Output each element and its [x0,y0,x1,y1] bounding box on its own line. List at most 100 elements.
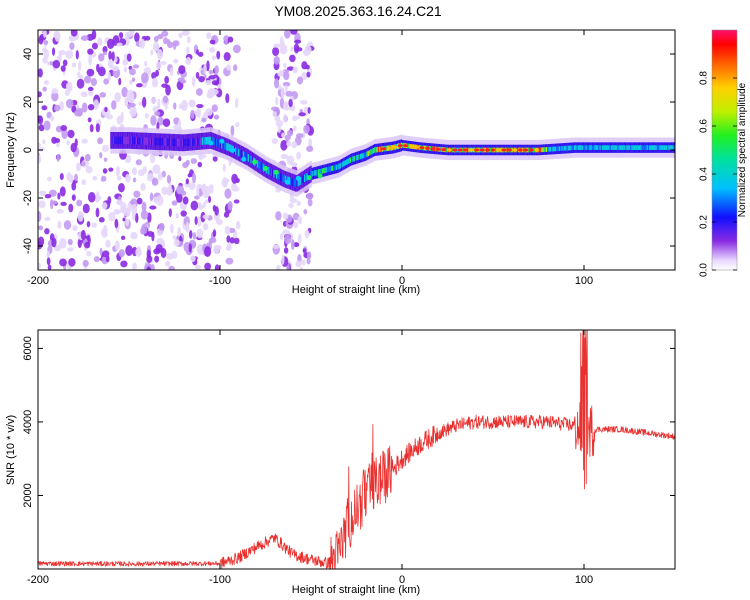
spectrogram-noise-blob [280,153,289,160]
spectrogram-noise-blob [208,75,216,80]
spectrogram-core [335,164,338,171]
spectrogram-core [575,145,577,150]
spectrogram-noise-blob [303,124,310,134]
spectrogram-noise-blob [173,239,180,247]
spectrogram-noise-blob [227,36,234,43]
spectrogram-core [221,140,223,149]
spectrogram-core [269,167,272,176]
colorbar: 0.0 0.2 0.4 0.6 0.8 Normalized spectral ampl… [699,29,748,277]
spectrogram-noise-blob [66,172,72,182]
spectrogram-noise-blob [225,64,232,71]
spectrogram-core [292,178,295,187]
spectrogram-noise-blob [111,100,117,110]
spectrogram-core [273,169,275,178]
spectrogram-noise-blob [283,101,289,109]
spectrogram-noise-blob [154,111,161,117]
spectrogram-noise-blob [124,97,129,107]
spectrogram-noise-blob [49,189,57,197]
spectrogram-peak [452,148,458,152]
snr-xtick-label: 100 [575,574,593,586]
spectrogram-noise-blob [72,225,78,232]
spectrogram-noise-blob [222,163,226,172]
spectrogram-core [543,147,546,153]
spectrogram-noise-blob [69,42,75,51]
spectrogram-noise-blob [66,140,70,146]
spectrogram-noise-blob [151,77,159,88]
spectrogram-core [320,168,323,175]
spectrogram-peak [528,148,534,152]
spectrogram-noise-blob [85,166,93,174]
spectrogram-core [557,146,560,152]
spectrogram-core [228,143,231,152]
spectrogram-noise-blob [151,72,157,80]
spectrogram-noise-blob [82,203,90,214]
spectrogram-noise-blob [64,89,70,97]
spectrogram-noise-blob [74,110,83,117]
spectrogram-noise-blob [135,213,139,224]
spectrogram-noise-blob [198,75,205,83]
colorbar-gradient [712,30,737,270]
spectrogram-core [202,137,204,145]
snr-ticks: -200 -100 0 100 2000 4000 6000 [22,330,675,586]
spectrogram-noise-blob [103,157,108,162]
spectrogram-noise-blob [167,41,174,49]
spectrogram-noise-blob [129,105,137,117]
spectrogram-noise-blob [84,241,91,249]
spectrogram-core [153,137,156,146]
spectrogram-noise-blob [221,177,228,188]
spectrogram-xtick-label: 0 [399,275,405,287]
spectrogram-noise-blob [164,104,168,110]
spectrogram-noise-blob [140,210,149,220]
spectrogram-core [260,162,263,171]
spectrogram-core [349,157,352,163]
snr-ytick-label: 4000 [22,410,34,434]
spectrogram-noise-blob [95,197,100,203]
spectrogram-core [376,146,379,153]
spectrogram-noise-blob [128,68,136,76]
spectrogram-core [347,158,349,165]
spectrogram-xlabel: Height of straight line (km) [292,284,420,296]
spectrogram-core [319,168,321,175]
spectrogram-core [251,156,254,165]
spectrogram-noise-blob [71,194,76,201]
spectrogram-core [566,145,568,151]
spectrogram-noise-blob [108,167,114,172]
spectrogram-peak [295,175,301,181]
spectrogram-core [540,147,543,153]
spectrogram-noise-blob [275,120,284,127]
spectrogram-noise-blob [288,98,293,108]
spectrogram-noise-blob [175,193,183,203]
spectrogram-noise-blob [306,192,314,200]
spectrogram-noise-blob [68,257,76,267]
spectrogram-noise-blob [288,202,294,208]
spectrogram-core [636,145,639,150]
spectrogram-noise-blob [306,251,312,260]
spectrogram-noise-blob [209,39,216,45]
spectrogram-noise-blob [131,167,138,176]
spectrogram-core [368,150,371,156]
spectrogram-core [328,166,330,173]
spectrogram-noise-blob [229,237,235,244]
spectrogram-peak [501,148,507,152]
spectrogram-core [659,145,661,150]
spectrogram-noise-blob [125,173,131,183]
spectrogram-noise-blob [102,46,108,54]
spectrogram-noise-blob [60,201,67,207]
spectrogram-core [584,145,586,150]
spectrogram-noise-blob [87,86,94,91]
spectrogram-core [244,151,246,160]
spectrogram-noise-blob [214,65,219,75]
spectrogram-noise-blob [289,54,296,63]
spectrogram-noise-blob [65,49,74,59]
spectrogram-noise-blob [211,80,220,86]
spectrogram-noise-blob [230,125,235,136]
spectrogram-noise-blob [210,88,219,96]
spectrogram-core [624,145,627,150]
spectrogram-core [296,179,298,188]
spectrogram-core [245,152,247,161]
spectrogram-noise-blob [68,203,74,213]
spectrogram-core [612,145,614,150]
spectrogram-noise-blob [74,173,79,182]
spectrogram-core [646,145,649,150]
spectrogram-core [361,153,363,159]
